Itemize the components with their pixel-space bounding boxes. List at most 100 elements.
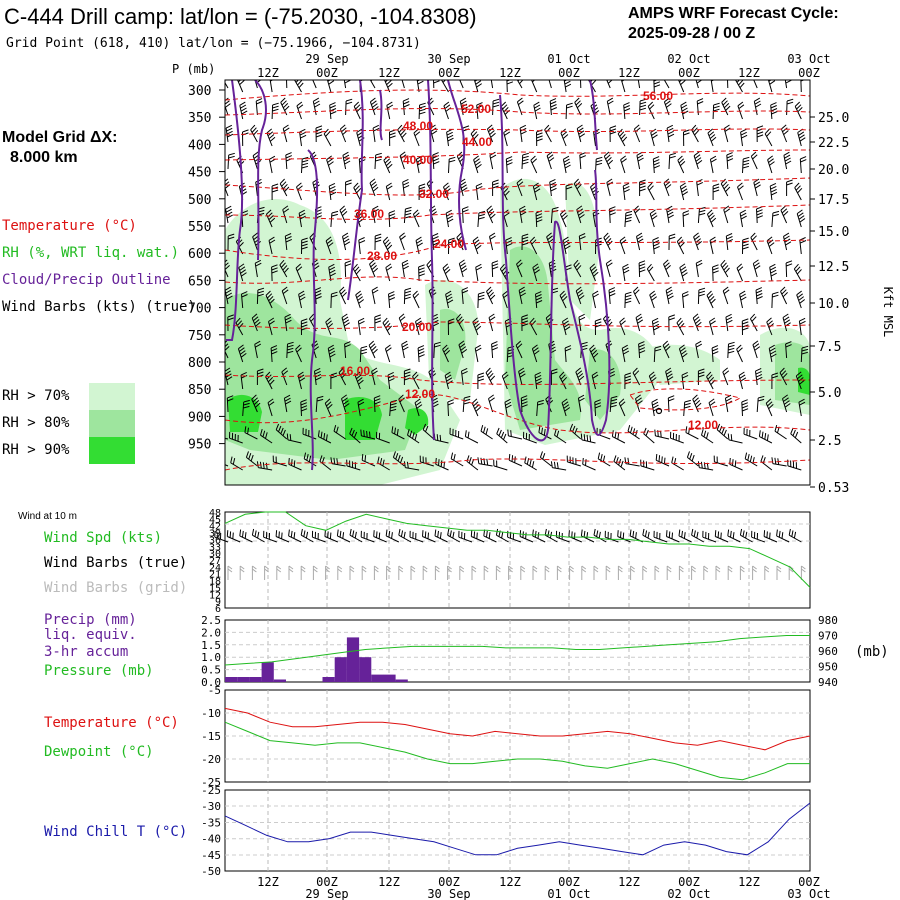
wind-barb — [252, 151, 262, 170]
grid-wind-barb — [666, 565, 672, 580]
grid-wind-barb — [569, 565, 574, 580]
wind-barb — [241, 291, 248, 309]
precip-label: Precip (mm) — [44, 612, 137, 628]
wind-barb — [695, 259, 703, 278]
grid-wind-barb — [593, 565, 599, 580]
wind-barb — [343, 80, 351, 89]
wind-barb — [374, 314, 382, 332]
wind-barb — [442, 344, 451, 363]
cross-section-frame — [224, 79, 811, 486]
wind-barb — [301, 237, 308, 255]
wind-barb — [473, 80, 482, 93]
wind-barb — [507, 429, 523, 440]
grid-wind-barb — [544, 565, 550, 580]
wind-barb — [653, 80, 661, 93]
bottom-date-tick: 29 Sep — [305, 887, 348, 900]
wind-barb — [744, 452, 758, 467]
top-hour-tick: 12Z — [738, 66, 760, 80]
wind-barb — [333, 424, 346, 440]
temp-label-24: 24.00 — [434, 237, 464, 251]
wind-barb — [653, 345, 662, 363]
y-tick-label: -15 — [201, 730, 221, 743]
wind-barb — [326, 80, 335, 93]
height-axis: 25.0 22.5 20.0 17.5 15.0 12.5 10.0 7.5 5.0 2.5 0.5… — [810, 111, 849, 496]
wind-barb — [771, 291, 779, 309]
wind-barb — [284, 313, 292, 332]
wind-barb — [696, 98, 704, 116]
wind-barb — [701, 428, 714, 444]
wind-barb — [562, 155, 571, 174]
wind-barb — [668, 152, 676, 170]
wind-barb — [303, 452, 317, 467]
wind-barb — [385, 263, 393, 282]
wind-barb — [538, 426, 552, 440]
wind-barb — [677, 155, 686, 174]
wind-barb — [373, 530, 387, 543]
wind-barb — [239, 101, 248, 120]
y-tick-label: 15 — [209, 583, 221, 594]
wind-barb — [676, 317, 685, 336]
wind-barb — [407, 428, 420, 444]
precip-panel-frame — [224, 619, 811, 683]
wind-barb — [435, 457, 449, 471]
wind-barb — [288, 457, 302, 471]
height-tick-label: 25.0 — [818, 111, 849, 126]
wind-barb — [386, 101, 394, 120]
wind-barb — [771, 457, 787, 467]
wind-barb — [697, 287, 706, 305]
wind-barb — [480, 424, 493, 440]
wind-barb — [727, 433, 743, 444]
temperature-line — [224, 707, 811, 751]
wind-barb — [549, 178, 557, 197]
grid-wind-barb — [386, 565, 391, 580]
temperature-panel: Temperature (°C) Dewpoint (°C) -5 -10 -15 -… — [44, 684, 811, 789]
wind-barb — [683, 399, 691, 417]
wind-barb — [266, 128, 276, 147]
wind-barb — [727, 80, 729, 89]
wind-barb — [555, 530, 570, 543]
wind-barb — [459, 80, 464, 89]
wind-barb — [563, 80, 572, 93]
wind-barb — [475, 263, 483, 282]
wind-barb — [285, 152, 293, 170]
y-tick-label-right: 970 — [818, 630, 838, 643]
wind-barb — [449, 427, 464, 440]
wind-barb — [422, 530, 436, 543]
wind-barb — [678, 344, 688, 363]
wind-barb — [238, 263, 247, 282]
model-grid-value: 8.000 km — [10, 149, 78, 166]
wind-barb — [459, 178, 468, 197]
wind-barb — [639, 179, 646, 196]
wind-barb — [251, 313, 261, 332]
wind-barb — [260, 428, 273, 444]
y-tick-label: 36 — [209, 535, 221, 546]
wind-barb — [589, 344, 599, 363]
grid-wind-barb — [483, 565, 489, 580]
wind-barb — [550, 461, 567, 471]
wind-barb — [311, 530, 326, 543]
y-tick-label: -45 — [201, 849, 221, 862]
wind-barb — [613, 455, 626, 471]
wind-barb — [448, 156, 456, 174]
wind-barb — [738, 371, 747, 390]
wind-barb — [341, 394, 350, 413]
wind-barb — [504, 317, 513, 336]
legend-rh70-swatch — [89, 383, 135, 411]
wind-barb — [708, 398, 716, 417]
wind-barb — [622, 263, 630, 282]
wind-barb — [392, 451, 405, 467]
wind-barb — [546, 151, 555, 170]
pressure-tick-label: 500 — [188, 193, 211, 208]
forecast-cycle-value: 2025-09-28 / 00 Z — [628, 25, 755, 42]
wind-barb — [767, 155, 775, 174]
wind-barb — [377, 456, 390, 471]
wind-barb — [548, 80, 552, 89]
wind-panel-title: Wind at 10 m — [18, 511, 77, 522]
wind-barb — [327, 344, 336, 363]
bottom-time-axis: 12Z 00Z 12Z 00Z 12Z 00Z 12Z 00Z 12Z 00Z 29 Sep 30 … — [257, 875, 831, 900]
wind-barb — [504, 398, 512, 417]
precip-bar — [322, 677, 335, 682]
grid-wind-barb — [532, 565, 538, 580]
wind-barb — [780, 205, 789, 224]
bottom-hour-tick: 00Z — [558, 875, 580, 889]
